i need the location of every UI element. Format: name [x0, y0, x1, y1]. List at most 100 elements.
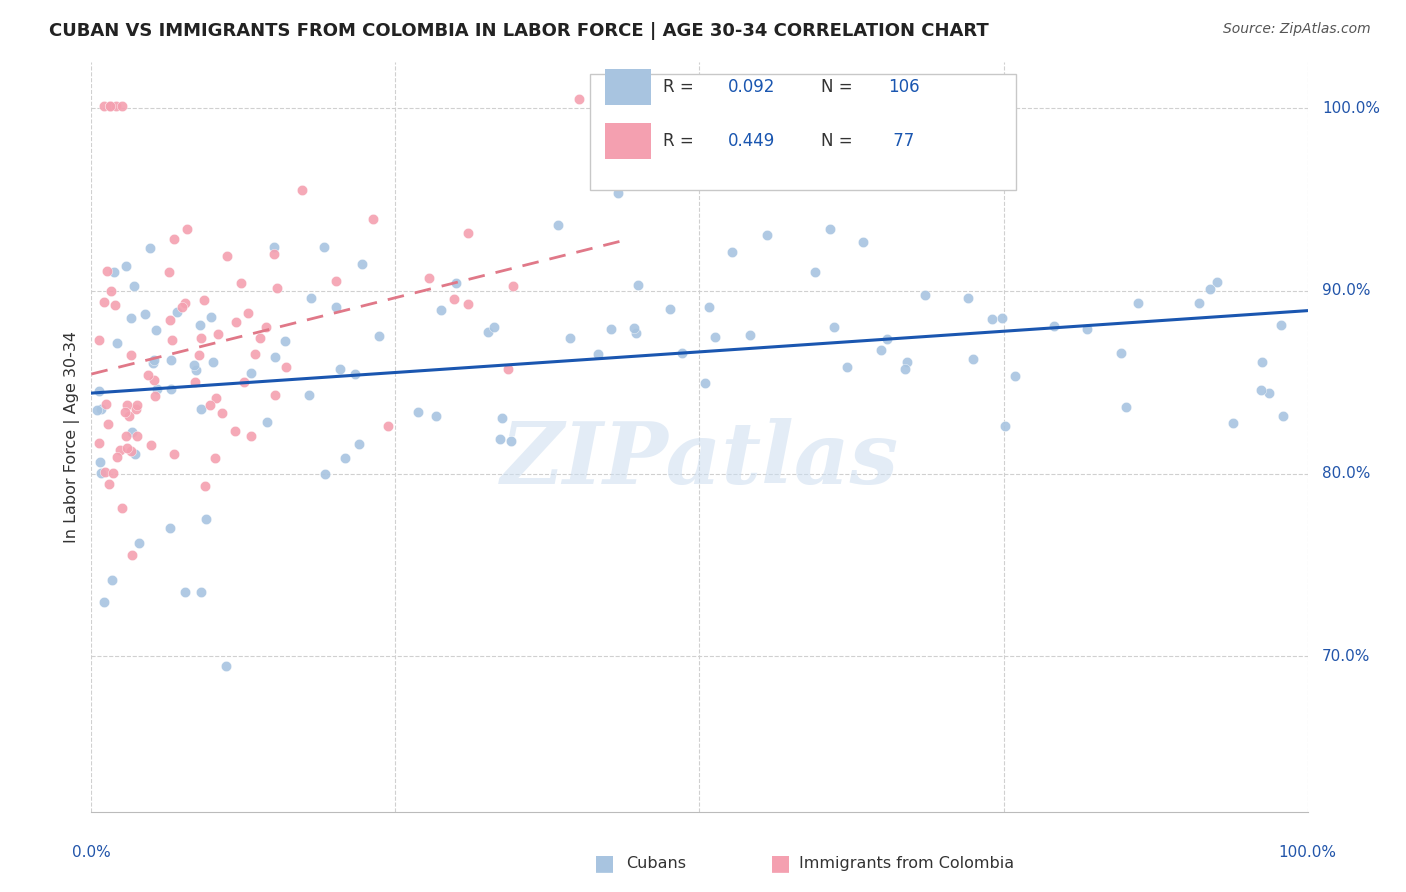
Point — [211, 405, 233, 419]
Text: R =: R = — [664, 132, 699, 150]
Point — [1109, 346, 1132, 360]
Point — [124, 402, 146, 417]
Point — [139, 241, 162, 255]
Point — [870, 343, 893, 358]
Point — [1205, 275, 1227, 289]
Point — [115, 441, 138, 455]
Point — [263, 388, 285, 402]
Point — [273, 334, 295, 348]
Point — [166, 305, 188, 319]
Point — [697, 300, 720, 314]
Point — [160, 333, 183, 347]
Point — [299, 292, 322, 306]
Point — [162, 447, 184, 461]
Point — [626, 326, 648, 340]
Text: 0.449: 0.449 — [727, 132, 775, 150]
Point — [160, 352, 183, 367]
Point — [159, 521, 181, 535]
Point — [204, 391, 226, 405]
Point — [377, 419, 399, 434]
Point — [623, 320, 645, 334]
Point — [264, 350, 287, 364]
Point — [266, 281, 288, 295]
Point — [962, 351, 984, 366]
Point — [671, 345, 693, 359]
Point — [141, 438, 163, 452]
Text: N =: N = — [821, 132, 858, 150]
Text: 0.092: 0.092 — [727, 78, 775, 96]
Point — [721, 245, 744, 260]
Point — [96, 263, 118, 277]
Point — [818, 222, 841, 236]
Point — [314, 467, 336, 482]
Point — [256, 415, 278, 429]
Point — [703, 330, 725, 344]
Point — [1199, 282, 1222, 296]
Point — [183, 358, 205, 372]
Point — [499, 434, 522, 449]
Point — [143, 373, 166, 387]
Text: 0.0%: 0.0% — [72, 845, 111, 860]
Point — [693, 376, 716, 391]
Point — [350, 257, 373, 271]
Point — [238, 306, 260, 320]
Point — [297, 387, 319, 401]
Point — [111, 99, 134, 113]
Point — [142, 357, 165, 371]
Text: ■: ■ — [770, 854, 790, 873]
Text: 100.0%: 100.0% — [1278, 845, 1337, 860]
Point — [100, 284, 122, 298]
Point — [1222, 416, 1244, 430]
Point — [498, 362, 520, 376]
Point — [124, 446, 146, 460]
Point — [823, 320, 845, 334]
Point — [239, 429, 262, 443]
Point — [97, 417, 120, 432]
Point — [1270, 318, 1292, 332]
Point — [607, 186, 630, 200]
Point — [190, 331, 212, 345]
Point — [263, 247, 285, 261]
Point — [446, 276, 468, 290]
Point — [98, 99, 121, 113]
Point — [174, 296, 197, 310]
Point — [118, 409, 141, 423]
Point — [990, 310, 1012, 325]
Point — [491, 411, 513, 425]
Point — [361, 211, 384, 226]
Point — [195, 512, 218, 526]
Point — [425, 409, 447, 423]
Point — [418, 271, 440, 285]
Point — [111, 501, 134, 516]
Point — [335, 451, 357, 466]
Point — [956, 291, 979, 305]
Point — [477, 325, 499, 339]
Point — [457, 226, 479, 240]
Text: N =: N = — [821, 78, 858, 96]
Point — [876, 333, 898, 347]
Point — [143, 389, 166, 403]
Point — [104, 298, 127, 312]
Point — [600, 322, 623, 336]
Point — [1188, 296, 1211, 310]
Text: R =: R = — [664, 78, 699, 96]
Point — [98, 99, 121, 113]
Point — [254, 320, 277, 334]
Point — [190, 401, 212, 416]
Point — [804, 265, 827, 279]
Point — [1258, 386, 1281, 401]
Point — [160, 382, 183, 396]
Point — [115, 260, 138, 274]
Point — [115, 398, 138, 412]
Point — [90, 401, 112, 416]
Point — [1004, 369, 1026, 384]
Point — [89, 455, 111, 469]
Bar — [605, 70, 651, 105]
Text: 80.0%: 80.0% — [1322, 467, 1371, 481]
Text: ■: ■ — [595, 854, 614, 873]
Point — [981, 312, 1004, 326]
Point — [263, 240, 285, 254]
Point — [120, 348, 142, 362]
Point — [627, 278, 650, 293]
Point — [312, 240, 335, 254]
